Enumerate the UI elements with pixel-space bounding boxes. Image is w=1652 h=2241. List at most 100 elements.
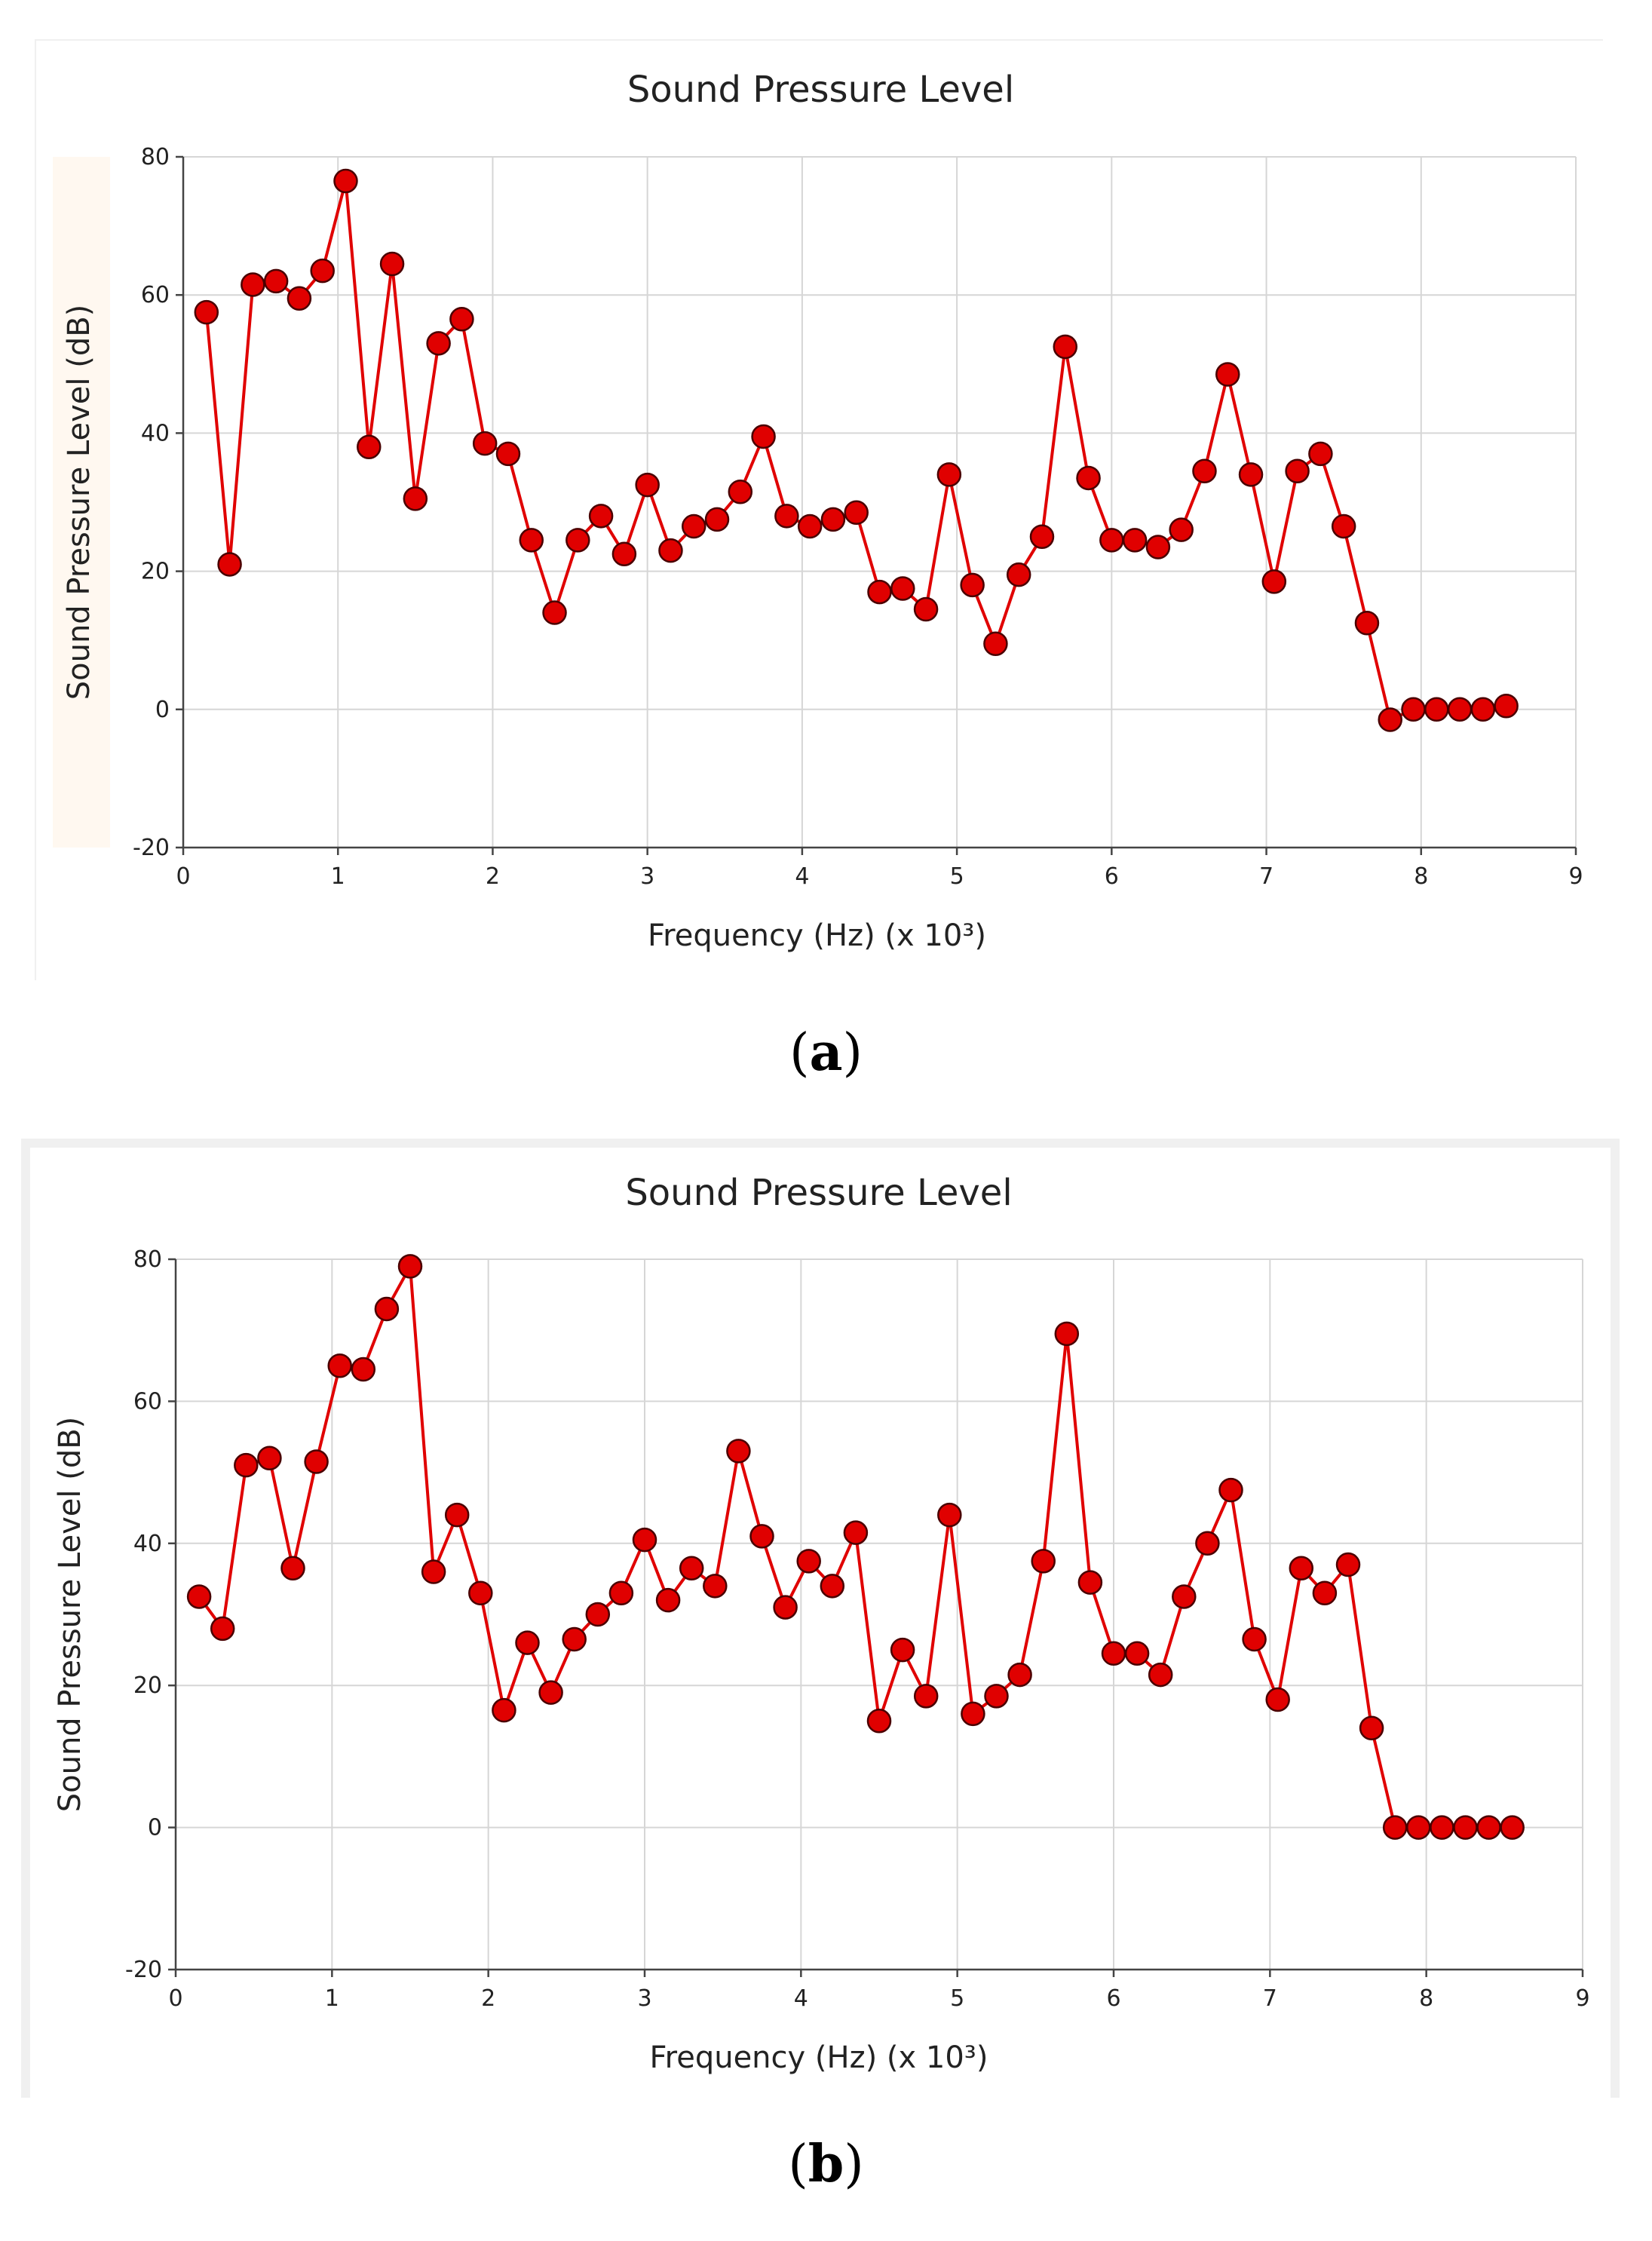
data-point: [585, 1602, 611, 1627]
data-point: [210, 1616, 235, 1642]
data-point: [562, 1626, 587, 1652]
x-tick-label: 7: [1263, 1985, 1277, 2012]
data-point: [1053, 334, 1078, 360]
y-axis-title: Sound Pressure Level (dB): [53, 1417, 87, 1813]
chart-frame: [21, 1139, 1620, 2098]
data-point: [1494, 693, 1519, 719]
x-tick-label: 6: [1105, 863, 1119, 890]
data-point: [1470, 697, 1496, 722]
y-tick-label: 40: [141, 420, 170, 446]
data-point: [820, 507, 846, 532]
data-point: [796, 1549, 821, 1574]
data-point: [444, 1502, 470, 1528]
data-point: [468, 1580, 493, 1605]
data-point: [1500, 1815, 1525, 1840]
data-point: [1195, 1531, 1220, 1556]
data-point: [1285, 458, 1310, 484]
data-point: [217, 552, 242, 577]
data-point: [658, 538, 683, 563]
data-point: [1476, 1815, 1501, 1840]
data-point: [234, 1452, 259, 1478]
data-point: [1124, 1641, 1150, 1666]
data-point: [961, 1701, 985, 1727]
data-point: [1077, 1570, 1103, 1595]
chart-title: Sound Pressure Level: [625, 1172, 1012, 1214]
data-point: [1007, 1662, 1032, 1688]
x-tick-label: 4: [794, 1985, 808, 2012]
x-tick-label: 8: [1414, 863, 1428, 890]
data-point: [773, 1595, 798, 1620]
y-tick-label: -20: [133, 835, 170, 861]
data-point: [257, 1445, 282, 1471]
axes: [176, 155, 1577, 855]
y-tick-label: 40: [133, 1531, 162, 1557]
x-tick-label: 1: [331, 863, 345, 890]
data-point: [1354, 611, 1380, 636]
y-tick-label: -20: [125, 1957, 162, 1983]
data-point: [538, 1680, 563, 1705]
data-point: [608, 1580, 634, 1605]
data-point: [1261, 569, 1287, 594]
data-point: [1312, 1580, 1338, 1605]
data-point: [304, 1449, 329, 1474]
data-point: [333, 168, 358, 194]
x-tick-label: 0: [168, 1985, 182, 2012]
data-point: [1076, 465, 1101, 491]
data-point: [704, 507, 730, 532]
data-point: [1101, 1641, 1126, 1666]
data-point: [1265, 1687, 1290, 1712]
axes: [168, 1258, 1584, 1977]
x-tick-label: 2: [486, 863, 500, 890]
data-point: [936, 462, 962, 487]
data-point: [913, 596, 939, 622]
data-point: [186, 1584, 212, 1609]
y-tick-label: 0: [148, 1815, 162, 1841]
data-point: [542, 600, 567, 625]
x-tick-label: 5: [950, 1985, 964, 2012]
data-point: [310, 258, 335, 284]
data-point: [194, 299, 219, 325]
series-line: [198, 1265, 1513, 1829]
x-tick-label: 5: [950, 863, 964, 890]
x-tick-label: 9: [1575, 1985, 1589, 2012]
data-point: [728, 480, 753, 504]
data-point: [751, 424, 776, 449]
data-point: [1192, 458, 1217, 484]
data-point: [565, 528, 590, 553]
y-tick-label: 80: [133, 1246, 162, 1273]
data-point: [1215, 362, 1240, 387]
data-point: [351, 1357, 376, 1382]
data-point: [495, 441, 521, 467]
data-point: [492, 1697, 516, 1723]
x-tick-label: 3: [637, 1985, 651, 2012]
x-tick-label: 1: [325, 1985, 339, 2012]
data-point: [449, 307, 474, 332]
figure-panel-b: 0 1 2 3 4 5 6 7 8 9 -20 0 20 40 60 80 Sound Pressure Lev…: [0, 1139, 1652, 2241]
y-tick-label: 0: [155, 697, 170, 723]
data-point: [1172, 1584, 1197, 1609]
data-point: [1238, 462, 1264, 487]
data-point: [844, 500, 869, 525]
data-point: [1006, 562, 1031, 587]
x-tick-label: 0: [176, 863, 190, 890]
data-point: [515, 1630, 540, 1655]
y-tick-label: 20: [141, 559, 170, 585]
y-axis-title: Sound Pressure Level (dB): [62, 305, 97, 701]
data-point: [1359, 1715, 1384, 1740]
y-tick-label: 60: [133, 1388, 162, 1415]
gridlines: [183, 156, 1577, 848]
data-point: [890, 1637, 915, 1663]
y-tick-label: 20: [133, 1672, 162, 1699]
data-point: [426, 331, 451, 356]
data-point: [820, 1574, 845, 1599]
panel-label: a: [809, 1022, 843, 1083]
data-point: [1382, 1815, 1408, 1840]
x-tick-label: 3: [640, 863, 654, 890]
data-point: [519, 528, 544, 553]
data-point: [1430, 1815, 1454, 1840]
data-point: [937, 1502, 962, 1528]
data-point: [1289, 1556, 1314, 1581]
data-point: [1122, 528, 1148, 553]
